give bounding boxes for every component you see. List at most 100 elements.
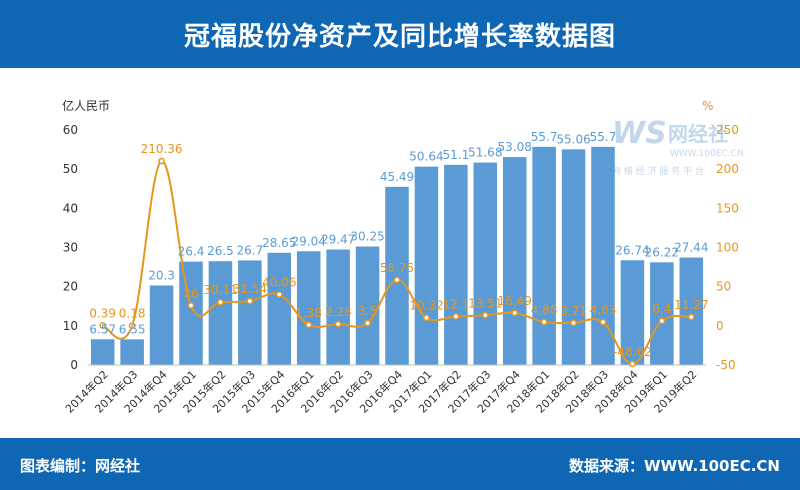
bar: [149, 285, 174, 365]
watermark-tagline-text: 网 络 经 济 服 务 平 台: [612, 165, 704, 177]
watermark-ws-text: WS: [612, 116, 667, 151]
bar-value-label: 51.68: [468, 146, 502, 160]
bar: [355, 246, 380, 365]
bar-value-label: 30.25: [350, 230, 384, 244]
bar: [591, 146, 615, 365]
bar-value-label: 55.7: [531, 130, 558, 144]
line-point: [364, 319, 371, 327]
line-point: [217, 298, 224, 306]
bar: [473, 162, 498, 365]
page-title: 冠福股份净资产及同比增长率数据图: [183, 21, 616, 52]
left-axis-tick-label: 0: [70, 358, 78, 372]
line-value-label: 6.4: [652, 302, 671, 316]
line-value-label: 58.75: [380, 261, 414, 275]
bar-value-label: 26.74: [615, 243, 649, 257]
bar: [679, 257, 704, 365]
footer-source: 数据来源：WWW.100EC.CN: [569, 457, 780, 475]
line-series: [99, 157, 695, 368]
left-axis-tick-label: 50: [63, 162, 78, 176]
line-value-label: 210.36: [141, 142, 183, 156]
line-value-label: 11.27: [674, 298, 708, 312]
watermark-brand-text: 网经社: [668, 122, 728, 146]
bar: [414, 166, 439, 365]
bar: [385, 186, 409, 365]
line-point: [275, 291, 283, 298]
bar: [444, 164, 468, 365]
bar-value-label: 6.55: [119, 322, 146, 336]
bar: [90, 339, 115, 365]
bar-value-label: 55.7: [590, 130, 617, 144]
line-point: [158, 157, 165, 165]
title-banner: 冠福股份净资产及同比增长率数据图: [0, 0, 800, 68]
bar: [532, 146, 556, 365]
line-value-label: 16.49: [498, 294, 532, 308]
line-point: [334, 320, 342, 328]
watermark-url-text: WWW.100EC.CN: [670, 149, 744, 159]
line-point: [540, 318, 548, 326]
right-axis-tick-label: 50: [716, 280, 731, 294]
line-value-label: 12.1: [442, 297, 469, 311]
line-point: [99, 322, 107, 329]
line-value-label: 40.06: [262, 275, 296, 289]
combo-chart: WS 网经社 WWW.100EC.CN 网 络 经 济 服 务 平 台 亿人民币…: [62, 98, 744, 416]
bar: [296, 251, 321, 365]
left-axis-ticks: 0 10 20 30 40 50 60: [63, 123, 78, 372]
bar-value-label: 26.4: [178, 245, 205, 259]
bar-value-label: 50.64: [409, 150, 443, 164]
line-point: [423, 314, 430, 322]
line-value-label: 13.51: [468, 296, 502, 310]
bar: [326, 249, 350, 365]
left-axis-tick-label: 20: [63, 280, 78, 294]
bar-value-label: 28.65: [262, 236, 296, 250]
right-axis-tick-label: 100: [716, 241, 739, 255]
line-point: [481, 311, 489, 319]
left-axis-tick-label: 30: [63, 241, 78, 255]
left-axis-tick-label: 60: [63, 123, 78, 137]
line-point: [570, 319, 577, 327]
right-axis-ticks: -50 0 50 100 150 200 250: [716, 123, 739, 372]
line-point: [393, 276, 401, 284]
left-axis-unit-label: 亿人民币: [62, 98, 110, 113]
bar-value-label: 6.57: [89, 322, 116, 336]
line-value-label: 0.18: [119, 307, 146, 321]
line-value-label: 3.71: [560, 304, 587, 318]
bar-value-label: 51.1: [442, 148, 469, 162]
chart-area: WS 网经社 WWW.100EC.CN 网 络 经 济 服 务 平 台 亿人民币…: [0, 68, 800, 438]
line-point: [599, 318, 607, 326]
bar-value-label: 26.22: [645, 245, 679, 259]
line-value-label: 0.39: [89, 307, 116, 321]
growth-line: [102, 160, 692, 365]
bar: [208, 261, 233, 365]
bar: [620, 260, 645, 365]
line-point: [187, 302, 195, 309]
line-point: [452, 313, 460, 320]
right-axis-tick-label: 150: [716, 201, 739, 215]
bar: [179, 261, 203, 365]
line-value-label: 4.83: [590, 303, 617, 317]
watermark-logo: WS 网经社 WWW.100EC.CN 网 络 经 济 服 务 平 台: [612, 116, 744, 177]
bar: [120, 339, 144, 365]
x-axis-labels: 2014年Q22014年Q32014年Q42015年Q12015年Q22015年…: [62, 367, 699, 416]
line-value-label: 4.88: [531, 303, 558, 317]
right-axis-tick-label: 200: [716, 162, 739, 176]
line-point: [246, 297, 254, 305]
bar: [238, 260, 262, 365]
bar-value-label: 29.47: [321, 233, 355, 247]
left-axis-tick-label: 10: [63, 319, 78, 333]
right-axis-tick-label: 0: [716, 319, 724, 333]
line-value-label: -48.62: [613, 345, 652, 359]
bar-series: [90, 146, 704, 365]
line-value-label: 26: [183, 286, 198, 300]
line-value-label: 3.5: [358, 304, 377, 318]
line-value-label: 31.54: [233, 282, 267, 296]
bar-value-label: 53.08: [498, 140, 532, 154]
bar-value-label: 26.7: [236, 243, 263, 257]
bar: [650, 262, 674, 365]
line-value-label: 2.28: [325, 305, 352, 319]
bar-value-label: 20.3: [148, 268, 175, 282]
line-value-label: 1.38: [295, 306, 322, 320]
line-point: [687, 313, 695, 321]
bar-value-label: 55.06: [556, 132, 590, 146]
